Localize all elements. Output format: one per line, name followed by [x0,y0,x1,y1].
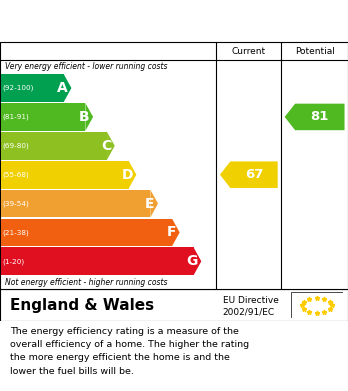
Text: C: C [101,139,111,153]
Text: F: F [167,226,176,239]
Text: B: B [79,110,89,124]
Text: (39-54): (39-54) [3,200,30,207]
Text: Current: Current [232,47,266,56]
Bar [1,190,150,217]
Polygon shape [193,248,201,275]
Polygon shape [220,161,278,188]
Text: England & Wales: England & Wales [10,298,155,313]
Polygon shape [107,132,115,160]
Text: Energy Efficiency Rating: Energy Efficiency Rating [10,14,232,29]
Text: G: G [187,254,198,268]
Polygon shape [129,161,136,188]
Bar [1,219,172,246]
Text: (21-38): (21-38) [3,229,30,236]
Polygon shape [64,74,71,102]
Text: A: A [57,81,68,95]
Text: (1-20): (1-20) [3,258,25,265]
Text: Very energy efficient - lower running costs: Very energy efficient - lower running co… [5,62,168,71]
Bar [1,103,85,131]
Polygon shape [85,103,93,131]
Text: EU Directive: EU Directive [223,296,279,305]
Text: D: D [121,168,133,182]
Bar [1,132,107,160]
Bar [1,74,64,102]
Text: The energy efficiency rating is a measure of the
overall efficiency of a home. T: The energy efficiency rating is a measur… [10,327,250,376]
Bar [1,161,129,188]
Polygon shape [172,219,180,246]
Text: (92-100): (92-100) [3,85,34,91]
Text: Potential: Potential [295,47,334,56]
Text: Not energy efficient - higher running costs: Not energy efficient - higher running co… [5,278,168,287]
Text: (69-80): (69-80) [3,143,30,149]
Text: 81: 81 [311,110,329,124]
Text: E: E [145,197,155,211]
Text: (81-91): (81-91) [3,114,30,120]
Text: 2002/91/EC: 2002/91/EC [223,308,275,317]
Text: 67: 67 [245,168,263,181]
Bar [1,248,193,275]
Polygon shape [285,104,345,130]
Text: (55-68): (55-68) [3,171,30,178]
Polygon shape [150,190,158,217]
